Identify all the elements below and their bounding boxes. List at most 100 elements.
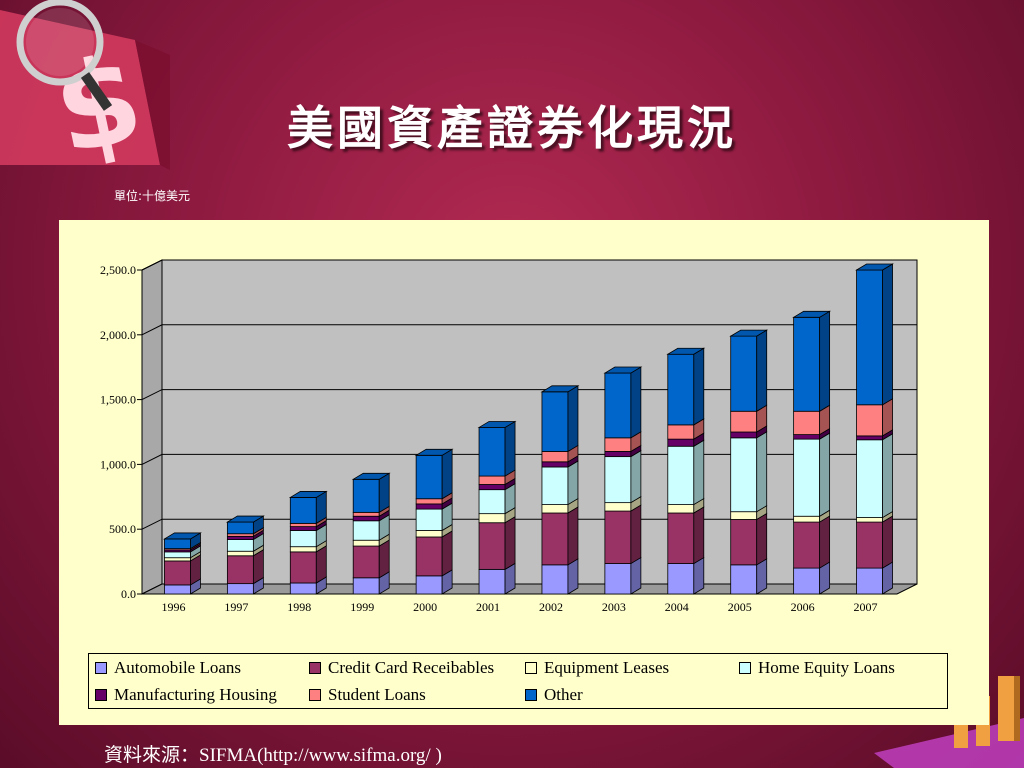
bar-segment [604,563,632,595]
bar-segment-side [882,515,893,569]
bar-segment [352,520,380,541]
bar-segment [604,502,632,512]
chart-side-wall [141,259,163,595]
legend-label: Student Loans [328,685,426,704]
bar-segment [730,519,758,566]
bar-segment [415,508,443,531]
legend-swatch [525,689,537,701]
bar-segment [667,512,695,564]
bar-segment-side [567,506,579,566]
bar-segment-side [504,516,516,571]
legend-label: Other [544,685,583,704]
bar-segment [667,563,695,595]
x-tick-label: 1998 [287,600,311,614]
bar-top [225,515,265,523]
bar-segment [352,515,380,522]
bar-segment-side [630,449,642,504]
x-tick-label: 2004 [665,600,689,614]
bar-segment-side [567,460,579,506]
bar-segment [667,504,695,514]
bar-segment [289,497,317,524]
bar-segment [352,545,380,579]
bar-segment [667,353,695,426]
legend-item: Manufacturing Housing [95,685,277,705]
gridline [141,453,917,465]
bar-segment [478,484,506,491]
gridline [141,518,917,530]
legend-item: Other [525,685,583,705]
bar-segment [541,504,569,514]
legend-item: Student Loans [309,685,426,705]
source-citation: 資料來源：SIFMA(http://www.sifma.org/ ) [104,745,442,766]
bar-segment [541,391,569,452]
x-tick-label: 2001 [476,600,500,614]
bar-segment-side [882,263,893,406]
dollar-magnifier-icon: $ [0,0,170,170]
x-tick-label: 2007 [854,600,878,614]
legend-item: Home Equity Loans [739,658,895,678]
bar-segment [793,410,821,435]
bar-segment [478,427,506,477]
bar-segment [793,515,821,523]
bar-segment [793,316,821,412]
y-tick-label: 1,500.0 [100,393,136,407]
bar-segment [604,372,632,439]
x-tick-label: 2003 [602,600,626,614]
x-tick-label: 2000 [413,600,437,614]
bar-segment [478,475,506,485]
y-tick-label: 2,500.0 [100,263,136,277]
bar-segment-side [378,472,390,514]
bar-segment [352,539,380,547]
bar-segment [226,535,254,540]
bar-segment [793,567,821,595]
bar-segment [604,451,632,458]
bar-segment-side [441,530,453,577]
bar-segment [856,567,883,595]
bar-segment [793,521,821,569]
bar-segment [541,512,569,566]
bar-segment [226,555,254,585]
bar-segment [352,478,380,513]
bar-segment-side [819,515,831,569]
gridline [141,389,917,401]
bar-segment [164,557,191,562]
bar-segment-side [630,504,642,565]
unit-label: 單位:十億美元 [114,189,191,203]
chart-legend: Automobile Loans Credit Card Receibables E… [88,653,948,709]
bar-segment [730,564,758,595]
bar-segment-side [756,431,768,513]
legend-label: Automobile Loans [114,658,242,677]
bar-segment-side [756,329,768,412]
bar-segment [289,522,317,528]
bar-segment-side [441,448,453,500]
bar-segment [478,489,506,515]
bar-segment [856,404,883,437]
bar-top [855,263,894,271]
bar-segment-side [882,433,893,519]
gridline [141,324,917,336]
legend-swatch [309,662,321,674]
legend-item: Credit Card Receibables [309,658,494,678]
bar-top [729,329,769,337]
bar-segment [604,437,632,452]
x-tick-label: 1996 [161,600,185,614]
bar-segment [478,522,506,570]
bar-top [288,491,328,498]
bar-top [414,448,454,456]
bar-segment [164,538,191,550]
bar-segment [415,498,443,505]
bar-segment [793,434,821,440]
bar-segment [856,521,883,569]
bar-segment-side [819,310,831,412]
bar-segment-side [567,385,579,453]
bar-segment [793,438,821,517]
bar-segment [541,461,569,468]
y-tick-label: 1,000.0 [100,457,136,471]
bar-segment [415,530,443,538]
bar-segment [226,583,254,595]
bar-segment-side [504,420,516,477]
bar-segment [604,510,632,564]
bar-top [792,310,832,318]
bar-segment [541,466,569,505]
bar-segment-side [630,366,642,439]
